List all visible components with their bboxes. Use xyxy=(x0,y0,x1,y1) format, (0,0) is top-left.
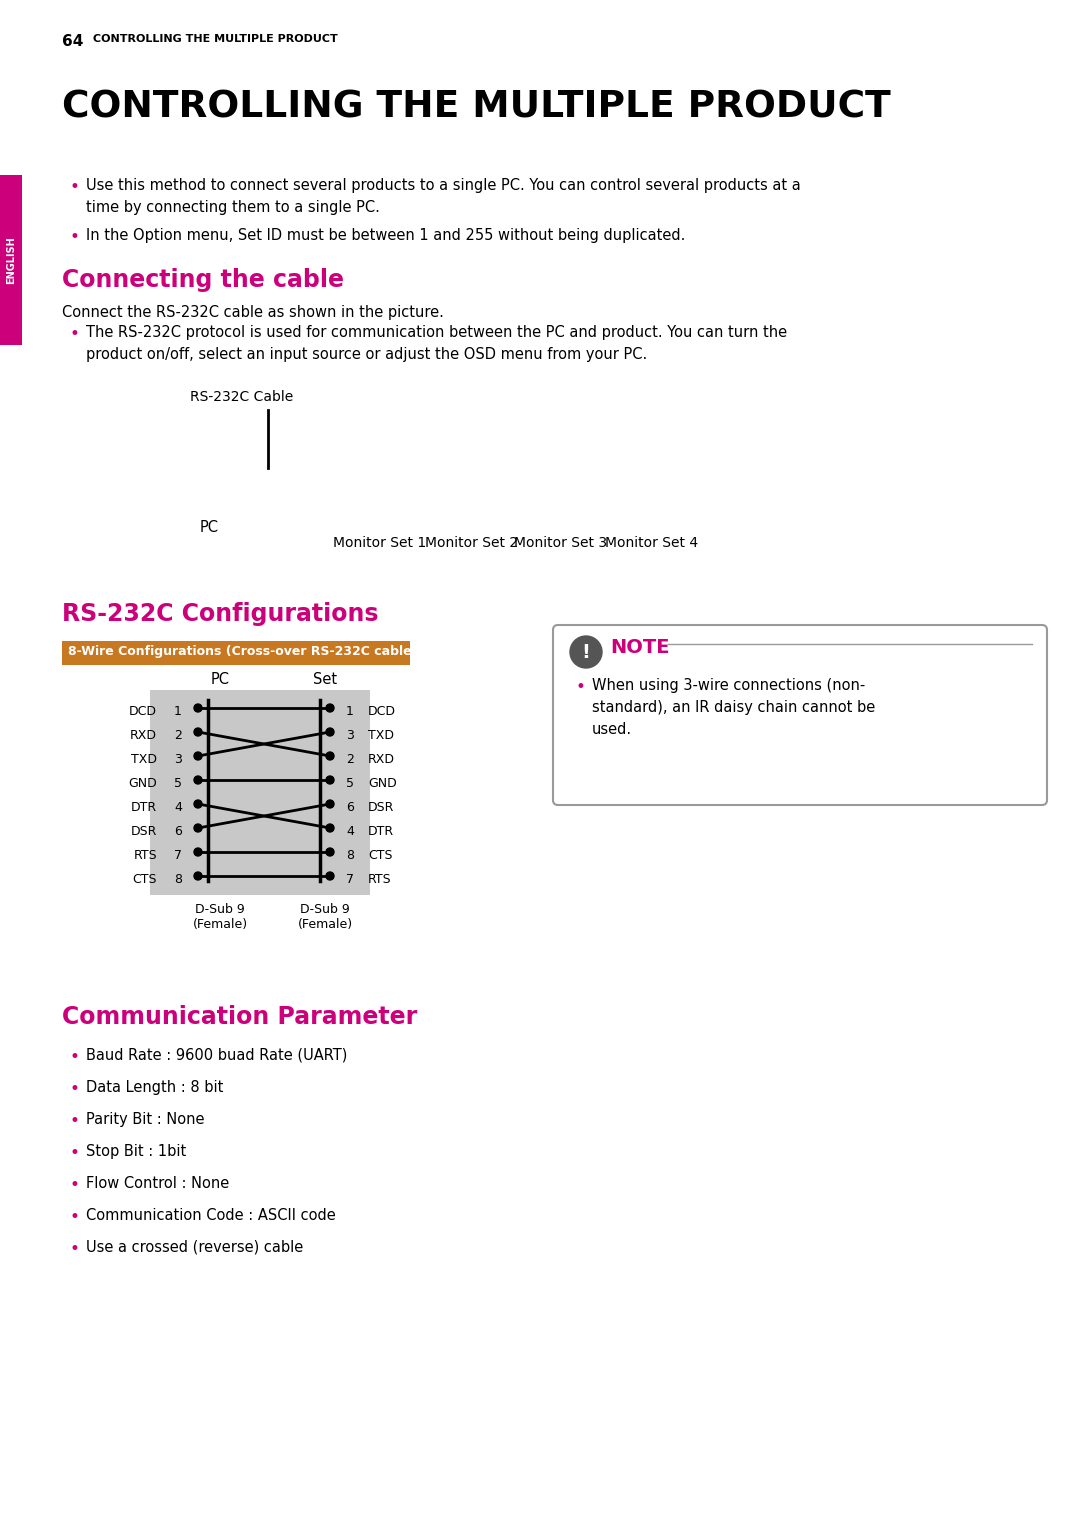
Text: CONTROLLING THE MULTIPLE PRODUCT: CONTROLLING THE MULTIPLE PRODUCT xyxy=(93,34,338,44)
Text: When using 3-wire connections (non-
standard), an IR daisy chain cannot be
used.: When using 3-wire connections (non- stan… xyxy=(592,678,875,738)
Text: 7: 7 xyxy=(346,873,354,885)
Circle shape xyxy=(570,636,602,668)
Text: Use this method to connect several products to a single PC. You can control seve: Use this method to connect several produ… xyxy=(86,178,800,215)
Text: 3: 3 xyxy=(346,728,354,742)
Text: •: • xyxy=(70,1081,80,1097)
Text: Monitor Set 2: Monitor Set 2 xyxy=(426,536,518,550)
Text: D-Sub 9
(Female): D-Sub 9 (Female) xyxy=(297,904,352,931)
Circle shape xyxy=(326,776,334,783)
Text: GND: GND xyxy=(129,777,157,789)
Text: 2: 2 xyxy=(346,753,354,767)
Circle shape xyxy=(194,872,202,879)
Text: 4: 4 xyxy=(346,824,354,838)
Text: Use a crossed (reverse) cable: Use a crossed (reverse) cable xyxy=(86,1241,303,1254)
Text: 5: 5 xyxy=(346,777,354,789)
Text: DTR: DTR xyxy=(131,802,157,814)
Circle shape xyxy=(194,728,202,736)
Text: Communication Parameter: Communication Parameter xyxy=(62,1004,417,1029)
Text: 3: 3 xyxy=(174,753,181,767)
Text: Parity Bit : None: Parity Bit : None xyxy=(86,1113,204,1128)
Circle shape xyxy=(326,704,334,712)
Text: D-Sub 9
(Female): D-Sub 9 (Female) xyxy=(192,904,247,931)
Circle shape xyxy=(194,751,202,760)
Text: Baud Rate : 9600 buad Rate (UART): Baud Rate : 9600 buad Rate (UART) xyxy=(86,1049,348,1064)
Text: PC: PC xyxy=(211,672,229,687)
Text: •: • xyxy=(70,1241,80,1257)
Text: 8: 8 xyxy=(346,849,354,863)
Circle shape xyxy=(326,751,334,760)
Text: TXD: TXD xyxy=(368,728,394,742)
Text: DCD: DCD xyxy=(129,706,157,718)
Text: Connecting the cable: Connecting the cable xyxy=(62,268,345,293)
Circle shape xyxy=(326,728,334,736)
Circle shape xyxy=(194,824,202,832)
Text: 8: 8 xyxy=(174,873,183,885)
Circle shape xyxy=(194,800,202,808)
Circle shape xyxy=(194,776,202,783)
Text: Data Length : 8 bit: Data Length : 8 bit xyxy=(86,1081,224,1096)
Text: !: ! xyxy=(581,643,591,661)
Text: •: • xyxy=(576,678,585,696)
FancyBboxPatch shape xyxy=(150,690,370,895)
Text: RS-232C Configurations: RS-232C Configurations xyxy=(62,602,378,626)
Text: GND: GND xyxy=(368,777,396,789)
Text: RXD: RXD xyxy=(130,728,157,742)
Text: RTS: RTS xyxy=(133,849,157,863)
Text: DSR: DSR xyxy=(131,824,157,838)
Text: Communication Code : ASCII code: Communication Code : ASCII code xyxy=(86,1209,336,1222)
Circle shape xyxy=(194,847,202,856)
FancyBboxPatch shape xyxy=(0,175,22,344)
Text: Stop Bit : 1bit: Stop Bit : 1bit xyxy=(86,1145,186,1158)
Text: Monitor Set 1: Monitor Set 1 xyxy=(333,536,427,550)
Text: 6: 6 xyxy=(174,824,181,838)
Text: Monitor Set 3: Monitor Set 3 xyxy=(514,536,607,550)
Circle shape xyxy=(326,824,334,832)
Circle shape xyxy=(194,704,202,712)
Text: 1: 1 xyxy=(346,706,354,718)
Text: •: • xyxy=(70,229,80,245)
Text: •: • xyxy=(70,1209,80,1225)
Text: •: • xyxy=(70,178,80,197)
FancyBboxPatch shape xyxy=(553,625,1047,805)
Circle shape xyxy=(326,800,334,808)
Text: In the Option menu, Set ID must be between 1 and 255 without being duplicated.: In the Option menu, Set ID must be betwe… xyxy=(86,229,686,242)
Text: CONTROLLING THE MULTIPLE PRODUCT: CONTROLLING THE MULTIPLE PRODUCT xyxy=(62,90,891,126)
Text: TXD: TXD xyxy=(131,753,157,767)
Text: NOTE: NOTE xyxy=(610,639,670,657)
Text: Flow Control : None: Flow Control : None xyxy=(86,1177,229,1190)
Text: •: • xyxy=(70,1049,80,1065)
Circle shape xyxy=(326,872,334,879)
Text: 6: 6 xyxy=(346,802,354,814)
Text: Monitor Set 4: Monitor Set 4 xyxy=(605,536,698,550)
Text: •: • xyxy=(70,1177,80,1193)
Text: DCD: DCD xyxy=(368,706,396,718)
Text: CTS: CTS xyxy=(133,873,157,885)
Text: 2: 2 xyxy=(174,728,181,742)
Text: 1: 1 xyxy=(174,706,181,718)
Text: •: • xyxy=(70,325,80,343)
Text: PC: PC xyxy=(200,520,219,535)
Text: 64: 64 xyxy=(62,34,83,49)
Text: RTS: RTS xyxy=(368,873,392,885)
Text: Set: Set xyxy=(313,672,337,687)
FancyBboxPatch shape xyxy=(62,642,410,664)
Text: •: • xyxy=(70,1113,80,1129)
Text: ENGLISH: ENGLISH xyxy=(6,236,16,283)
Text: Connect the RS-232C cable as shown in the picture.: Connect the RS-232C cable as shown in th… xyxy=(62,305,444,320)
Text: RXD: RXD xyxy=(368,753,395,767)
Text: DSR: DSR xyxy=(368,802,394,814)
Circle shape xyxy=(326,847,334,856)
Text: 8-Wire Configurations (Cross-over RS-232C cable): 8-Wire Configurations (Cross-over RS-232… xyxy=(68,645,418,658)
Text: The RS-232C protocol is used for communication between the PC and product. You c: The RS-232C protocol is used for communi… xyxy=(86,325,787,363)
Text: 5: 5 xyxy=(174,777,183,789)
Text: 4: 4 xyxy=(174,802,181,814)
Text: 7: 7 xyxy=(174,849,183,863)
Text: •: • xyxy=(70,1145,80,1161)
Text: RS-232C Cable: RS-232C Cable xyxy=(190,390,294,404)
Text: DTR: DTR xyxy=(368,824,394,838)
Text: CTS: CTS xyxy=(368,849,392,863)
